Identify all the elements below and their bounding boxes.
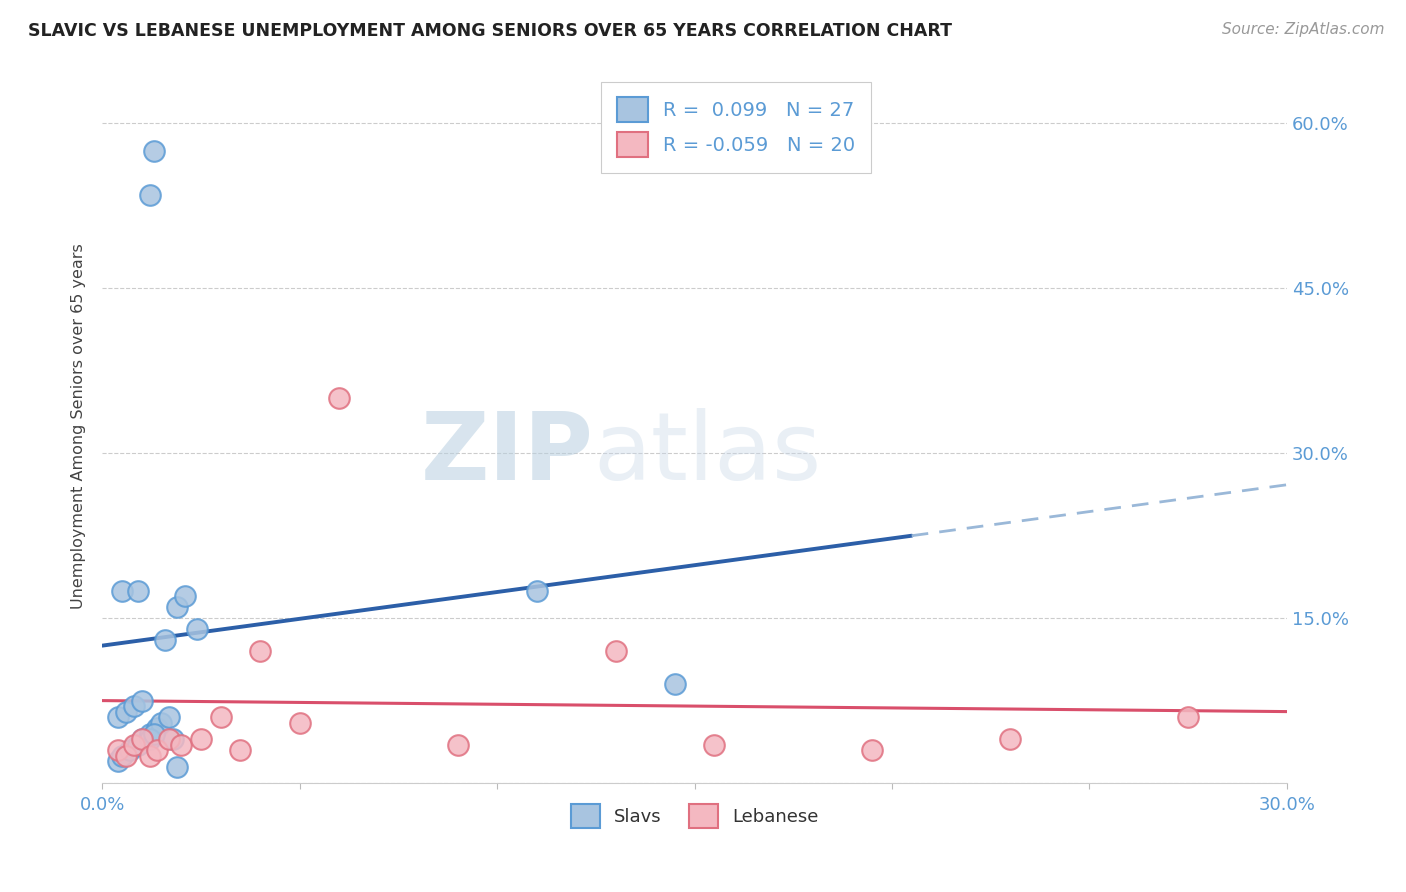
Text: SLAVIC VS LEBANESE UNEMPLOYMENT AMONG SENIORS OVER 65 YEARS CORRELATION CHART: SLAVIC VS LEBANESE UNEMPLOYMENT AMONG SE… [28, 22, 952, 40]
Point [142, 144, 165, 158]
Point [122, 699, 145, 714]
Point [107, 710, 129, 724]
Point [138, 748, 160, 763]
Point [249, 644, 271, 658]
Point [150, 715, 173, 730]
Point [146, 721, 169, 735]
Point [166, 759, 188, 773]
Point [157, 710, 180, 724]
Point [1177, 710, 1199, 724]
Point [131, 693, 153, 707]
Point [127, 583, 149, 598]
Point [162, 732, 184, 747]
Point [115, 705, 138, 719]
Point [174, 589, 197, 603]
Point [288, 715, 311, 730]
Point [186, 622, 208, 636]
Text: ZIP: ZIP [420, 409, 593, 500]
Point [664, 677, 686, 691]
Point [209, 710, 232, 724]
Point [328, 392, 350, 406]
Point [229, 743, 252, 757]
Point [107, 743, 129, 757]
Point [157, 732, 180, 747]
Point [1000, 732, 1022, 747]
Point [138, 726, 160, 740]
Point [111, 748, 134, 763]
Point [190, 732, 212, 747]
Text: atlas: atlas [593, 409, 823, 500]
Y-axis label: Unemployment Among Seniors over 65 years: Unemployment Among Seniors over 65 years [72, 243, 86, 608]
Point [526, 583, 548, 598]
Point [131, 732, 153, 747]
Point [115, 748, 138, 763]
Point [111, 583, 134, 598]
Point [138, 732, 160, 747]
Point [170, 738, 193, 752]
Point [131, 732, 153, 747]
Point [127, 738, 149, 752]
Point [605, 644, 627, 658]
Point [107, 754, 129, 768]
Point [146, 743, 169, 757]
Text: Source: ZipAtlas.com: Source: ZipAtlas.com [1222, 22, 1385, 37]
Point [155, 633, 177, 648]
Point [138, 188, 160, 202]
Legend: Slavs, Lebanese: Slavs, Lebanese [564, 797, 825, 835]
Point [166, 600, 188, 615]
Point [122, 738, 145, 752]
Point [703, 738, 725, 752]
Point [118, 743, 141, 757]
Point [446, 738, 468, 752]
Point [142, 726, 165, 740]
Point [860, 743, 883, 757]
